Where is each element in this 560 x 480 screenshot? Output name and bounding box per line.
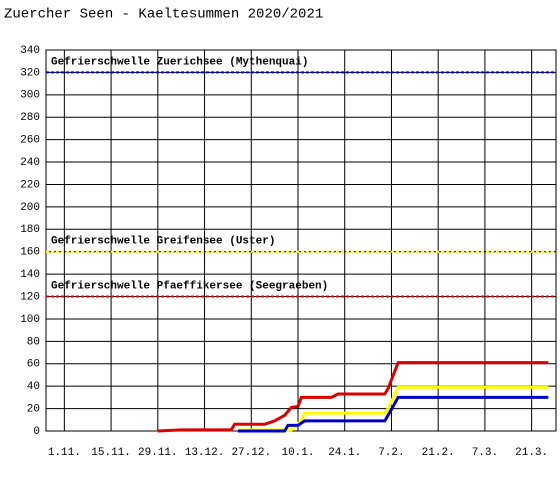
x-tick-label: 27.12. — [231, 447, 271, 459]
y-tick-label: 140 — [20, 269, 40, 281]
y-tick-label: 180 — [20, 224, 40, 236]
y-tick-label: 340 — [20, 45, 40, 57]
x-tick-label: 1.11. — [48, 447, 81, 459]
y-tick-label: 160 — [20, 247, 40, 259]
chart-title: Zuercher Seen - Kaeltesummen 2020/2021 — [4, 7, 323, 23]
y-tick-label: 200 — [20, 202, 40, 214]
data-line — [157, 361, 549, 433]
y-tick-label: 60 — [27, 359, 40, 371]
data-line — [237, 395, 549, 433]
y-tick-label: 260 — [20, 135, 40, 147]
x-tick-label: 29.11. — [138, 447, 178, 459]
y-tick-label: 40 — [27, 381, 40, 393]
threshold-label: Gefrierschwelle Pfaeffikersee (Seegraebe… — [51, 280, 328, 292]
x-tick-label: 21.3. — [515, 447, 548, 459]
x-tick-label: 21.2. — [422, 447, 455, 459]
y-tick-label: 20 — [27, 403, 40, 415]
x-tick-label: 15.11. — [91, 447, 131, 459]
y-tick-label: 280 — [20, 112, 40, 124]
y-tick-label: 220 — [20, 179, 40, 191]
x-tick-label: 24.1. — [328, 447, 361, 459]
y-tick-label: 0 — [33, 426, 40, 438]
x-tick-label: 10.1. — [281, 447, 314, 459]
x-tick-label: 7.2. — [378, 447, 404, 459]
data-line — [237, 385, 549, 432]
y-tick-label: 240 — [20, 157, 40, 169]
y-tick-label: 100 — [20, 314, 40, 326]
threshold-label: Gefrierschwelle Zuerichsee (Mythenquai) — [51, 56, 308, 68]
x-tick-label: 7.3. — [472, 447, 498, 459]
y-tick-label: 300 — [20, 90, 40, 102]
threshold-label: Gefrierschwelle Greifensee (Uster) — [51, 236, 275, 248]
y-tick-label: 80 — [27, 336, 40, 348]
x-tick-label: 13.12. — [185, 447, 225, 459]
y-tick-label: 120 — [20, 291, 40, 303]
y-tick-label: 320 — [20, 67, 40, 79]
